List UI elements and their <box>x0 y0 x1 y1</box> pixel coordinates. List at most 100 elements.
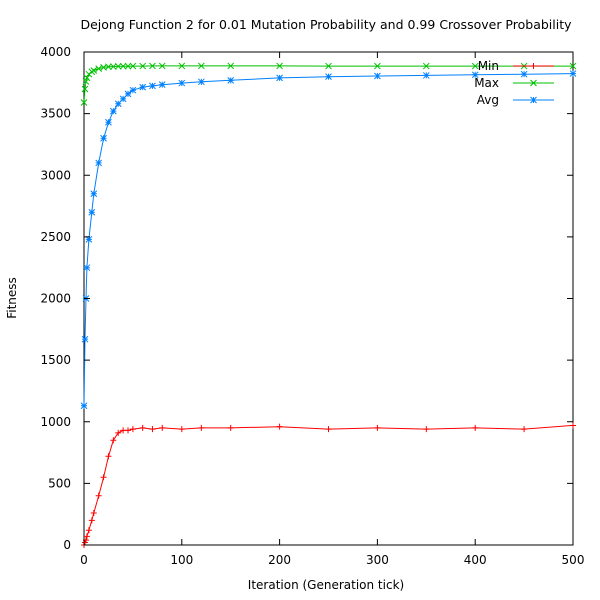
data-point <box>81 335 89 343</box>
legend-label: Avg <box>477 93 499 107</box>
data-point <box>178 426 185 433</box>
legend: Min Max Avg <box>474 59 554 107</box>
data-point <box>139 62 147 70</box>
data-point <box>115 429 122 436</box>
data-point <box>423 426 430 433</box>
data-point <box>124 62 132 70</box>
data-point <box>114 100 122 108</box>
legend-item-avg: Avg <box>477 93 554 107</box>
data-point <box>158 62 166 70</box>
data-point <box>198 62 205 70</box>
data-point <box>569 70 577 77</box>
data-point <box>276 62 283 70</box>
legend-swatch-marker <box>530 79 537 87</box>
series-max <box>80 62 577 106</box>
legend-swatch-marker <box>530 63 537 69</box>
chart-title: Dejong Function 2 for 0.01 Mutation Prob… <box>80 17 572 32</box>
x-tick-label: 500 <box>562 553 585 567</box>
x-tick-label: 200 <box>268 553 291 567</box>
data-point <box>119 62 127 70</box>
data-point <box>570 422 576 429</box>
legend-swatch-marker <box>530 96 537 104</box>
legend-label: Min <box>478 59 499 73</box>
data-point <box>88 68 96 76</box>
data-point <box>124 90 132 98</box>
data-point <box>227 76 235 84</box>
data-point <box>81 85 89 93</box>
data-point <box>95 65 103 72</box>
data-point <box>276 423 283 430</box>
data-point <box>227 424 234 431</box>
data-point <box>105 118 112 126</box>
data-point <box>325 62 332 70</box>
y-tick-label: 2000 <box>40 292 71 306</box>
data-point <box>114 62 122 70</box>
y-tick-label: 0 <box>63 538 71 552</box>
data-point <box>119 95 127 103</box>
data-point <box>374 62 381 70</box>
data-point <box>95 492 102 499</box>
data-point <box>125 427 132 434</box>
data-point <box>88 208 96 216</box>
y-tick-label: 1500 <box>40 353 71 367</box>
plot-area: 0 500 1000 1500 2000 2500 3000 3500 4000 0 100 200 3… <box>40 45 584 567</box>
data-point <box>198 424 205 431</box>
data-point <box>471 71 479 79</box>
data-point <box>88 517 95 524</box>
x-tick-label: 100 <box>170 553 193 567</box>
x-tick-label: 300 <box>366 553 389 567</box>
legend-item-min: Min <box>478 59 554 73</box>
ticks-layer: 0 500 1000 1500 2000 2500 3000 3500 4000 0 100 200 3… <box>40 45 584 567</box>
data-point <box>569 62 577 70</box>
data-point <box>95 159 103 167</box>
data-point <box>472 424 479 431</box>
legend-label: Max <box>474 76 499 90</box>
data-point <box>129 426 136 433</box>
data-point <box>422 62 430 70</box>
data-point <box>109 107 117 115</box>
data-point <box>521 426 528 433</box>
data-point <box>325 73 332 81</box>
series-min <box>81 422 576 548</box>
data-point <box>149 426 156 433</box>
data-point <box>90 190 98 198</box>
data-point <box>178 79 186 87</box>
y-tick-label: 3000 <box>40 168 71 182</box>
series-line-min <box>83 424 574 546</box>
data-point <box>100 134 107 142</box>
data-point <box>80 99 88 106</box>
x-tick-label: 0 <box>80 553 88 567</box>
data-point <box>110 437 117 444</box>
data-point <box>85 527 92 534</box>
data-point <box>178 62 186 70</box>
data-point <box>149 82 156 90</box>
data-point <box>105 453 112 460</box>
data-point <box>139 83 147 91</box>
y-tick-label: 4000 <box>40 45 71 59</box>
data-point <box>129 86 137 94</box>
data-point <box>374 72 381 80</box>
data-point <box>422 72 430 79</box>
data-point <box>227 62 235 70</box>
y-tick-label: 2500 <box>40 230 71 244</box>
data-point <box>129 62 137 70</box>
data-point <box>158 81 166 89</box>
data-point <box>83 264 91 272</box>
data-point <box>85 235 93 243</box>
legend-item-max: Max <box>474 76 554 90</box>
y-tick-label: 500 <box>48 476 71 490</box>
x-axis-label: Iteration (Generation tick) <box>248 578 404 592</box>
y-axis-label: Fitness <box>5 277 19 319</box>
data-point <box>520 70 528 78</box>
y-tick-label: 1000 <box>40 415 71 429</box>
data-point <box>83 74 91 82</box>
data-point <box>198 78 205 86</box>
data-point <box>159 424 166 431</box>
data-point <box>149 62 156 70</box>
data-point <box>471 62 479 70</box>
y-tick-label: 3500 <box>40 107 71 121</box>
data-point <box>276 74 283 82</box>
data-point <box>80 402 88 410</box>
